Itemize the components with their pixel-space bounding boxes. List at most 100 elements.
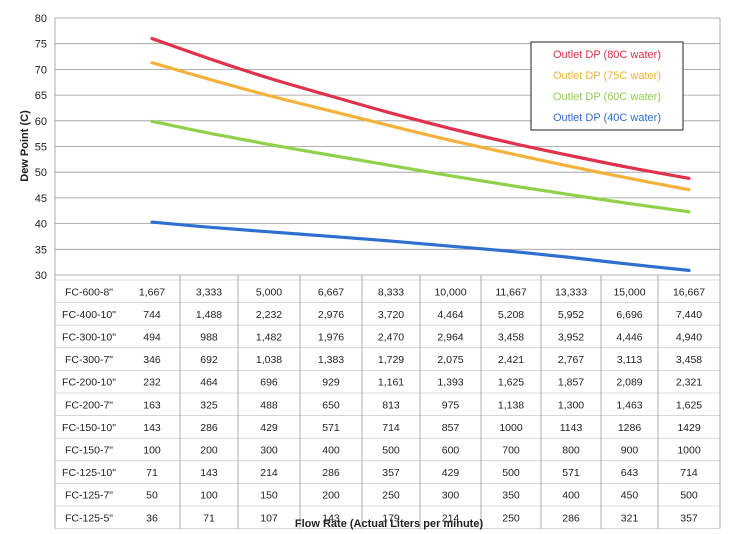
table-cell: 450 bbox=[621, 490, 639, 502]
table-cell: 7,440 bbox=[676, 309, 702, 321]
y-axis-ticks: 30 35 40 45 50 55 60 65 70 75 80 bbox=[35, 13, 47, 282]
table-cell: 200 bbox=[322, 490, 340, 502]
table-row-label: FC-125-5" bbox=[65, 512, 113, 524]
table-cell: 5,208 bbox=[498, 309, 524, 321]
table-cell: 325 bbox=[200, 399, 218, 411]
table-cell: 1286 bbox=[618, 422, 642, 434]
table-cell: 400 bbox=[562, 490, 580, 502]
table-cell: 1,038 bbox=[256, 354, 282, 366]
table-row-label: FC-150-10" bbox=[62, 422, 116, 434]
y-tick-label: 55 bbox=[35, 142, 47, 154]
table-row-label: FC-600-8" bbox=[65, 286, 113, 298]
table-cell: 643 bbox=[621, 467, 639, 479]
table-cell: 143 bbox=[143, 422, 161, 434]
table-cell: 179 bbox=[382, 512, 400, 524]
table-cell: 250 bbox=[382, 490, 400, 502]
table-cell: 429 bbox=[260, 422, 278, 434]
table-cell: 1,482 bbox=[256, 332, 282, 344]
table-cell: 1,300 bbox=[558, 399, 584, 411]
table-cell: 2,321 bbox=[676, 377, 702, 389]
table-cell: 988 bbox=[200, 332, 218, 344]
table-cell: 10,000 bbox=[434, 286, 466, 298]
table-cell: 3,113 bbox=[617, 354, 643, 366]
table-cell: 36 bbox=[146, 512, 158, 524]
table-cell: 3,952 bbox=[558, 332, 584, 344]
table-cell: 1,667 bbox=[139, 286, 165, 298]
table-cell: 100 bbox=[200, 490, 218, 502]
table-cell: 744 bbox=[143, 309, 161, 321]
series-line-1 bbox=[150, 36, 691, 180]
table-cell: 5,000 bbox=[256, 286, 282, 298]
table-cell: 286 bbox=[200, 422, 218, 434]
table-cell: 300 bbox=[260, 445, 278, 457]
y-tick-label: 50 bbox=[35, 167, 47, 179]
table-cell: 6,696 bbox=[616, 309, 642, 321]
y-axis-label: Dew Point (C) bbox=[19, 110, 31, 182]
table-cell: 286 bbox=[562, 512, 580, 524]
table-cell: 163 bbox=[143, 399, 161, 411]
table-cell: 357 bbox=[680, 512, 698, 524]
table-cell: 700 bbox=[502, 445, 520, 457]
table-cell: 650 bbox=[322, 399, 340, 411]
table-cell: 500 bbox=[680, 490, 698, 502]
table-row-label: FC-300-10" bbox=[62, 332, 116, 344]
table-cell: 1000 bbox=[499, 422, 523, 434]
table-cell: 1143 bbox=[560, 422, 583, 434]
table-cell: 214 bbox=[442, 512, 460, 524]
table-cell: 900 bbox=[621, 445, 639, 457]
table-cell: 50 bbox=[146, 490, 158, 502]
y-tick-label: 35 bbox=[35, 244, 47, 256]
table-cell: 3,458 bbox=[676, 354, 702, 366]
table-cell: 500 bbox=[502, 467, 520, 479]
table-cell: 2,964 bbox=[437, 332, 463, 344]
table-row-label: FC-400-10" bbox=[62, 309, 116, 321]
table-cell: 8,333 bbox=[378, 286, 404, 298]
table-cell: 1,976 bbox=[318, 332, 344, 344]
table-cell: 1,161 bbox=[378, 377, 404, 389]
table-cell: 2,976 bbox=[318, 309, 344, 321]
table-cell: 143 bbox=[322, 512, 340, 524]
table-cell: 696 bbox=[260, 377, 278, 389]
legend-entry: Outlet DP (60C water) bbox=[553, 91, 661, 103]
table-cell: 571 bbox=[562, 467, 580, 479]
legend-entry: Outlet DP (80C water) bbox=[553, 49, 661, 61]
y-tick-label: 65 bbox=[35, 90, 47, 102]
table-row-label: FC-125-10" bbox=[62, 467, 116, 479]
table-cell: 357 bbox=[382, 467, 400, 479]
series-line-2 bbox=[150, 61, 691, 192]
table-cell: 4,464 bbox=[437, 309, 463, 321]
table-cell: 1000 bbox=[677, 445, 701, 457]
table-cell: 429 bbox=[442, 467, 460, 479]
table-cell: 1,729 bbox=[378, 354, 404, 366]
table-cell: 200 bbox=[200, 445, 218, 457]
table-cell: 464 bbox=[200, 377, 218, 389]
y-tick-label: 60 bbox=[35, 116, 47, 128]
table-cell: 1,625 bbox=[676, 399, 702, 411]
x-axis-label: Flow Rate (Actual Liters per minute) bbox=[295, 518, 484, 530]
y-tick-label: 45 bbox=[35, 193, 47, 205]
table-cell: 500 bbox=[382, 445, 400, 457]
table-cell: 714 bbox=[382, 422, 400, 434]
table-cell: 494 bbox=[143, 332, 161, 344]
legend-entry: Outlet DP (75C water) bbox=[553, 70, 661, 82]
table-cell: 2,089 bbox=[616, 377, 642, 389]
table-row-label: FC-125-7" bbox=[65, 490, 113, 502]
y-tick-label: 30 bbox=[35, 270, 47, 282]
table-cell: 1,393 bbox=[437, 377, 463, 389]
table-cell: 350 bbox=[502, 490, 520, 502]
table-cell: 975 bbox=[442, 399, 460, 411]
table-row-label: FC-200-10" bbox=[62, 377, 116, 389]
table-cell: 2,075 bbox=[437, 354, 463, 366]
table-cell: 3,720 bbox=[378, 309, 404, 321]
table-cell: 1,138 bbox=[498, 399, 524, 411]
table-cell: 71 bbox=[203, 512, 215, 524]
legend-box bbox=[530, 41, 684, 131]
table-cell: 400 bbox=[322, 445, 340, 457]
table-cell: 4,940 bbox=[676, 332, 702, 344]
table-cell: 1429 bbox=[677, 422, 701, 434]
table-cell: 71 bbox=[146, 467, 158, 479]
table-cell: 286 bbox=[322, 467, 340, 479]
table-cell: 692 bbox=[200, 354, 218, 366]
table-cell: 800 bbox=[562, 445, 580, 457]
